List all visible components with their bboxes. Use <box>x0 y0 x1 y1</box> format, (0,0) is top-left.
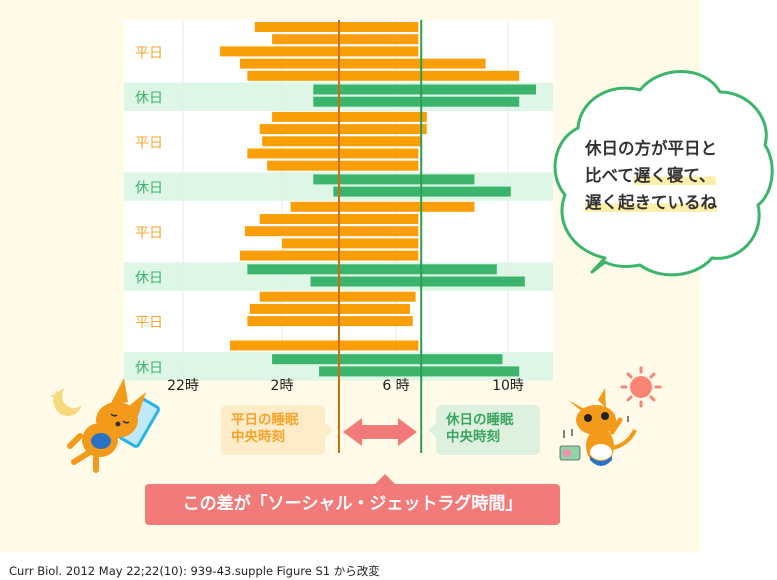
weekend-row-label: 休日 <box>135 91 163 107</box>
weekday-sleep-bar <box>290 201 475 212</box>
weekday-row-label: 平日 <box>135 46 163 62</box>
weekend-median-label-line1: 休日の睡眠 <box>446 412 514 428</box>
weekend-row-label: 休日 <box>135 271 163 287</box>
weekday-sleep-bar <box>244 226 419 237</box>
weekday-median-label-line2: 中央時刻 <box>231 429 285 445</box>
weekday-sleep-bar <box>220 46 419 57</box>
x-tick-label: 22時 <box>167 378 199 394</box>
weekday-sleep-bar <box>272 111 427 122</box>
weekend-sleep-bar <box>247 264 497 275</box>
bubble-line-2a: 比べて <box>585 166 634 185</box>
bubble-line-2: 比べて遅く寝て、 <box>585 162 765 189</box>
weekday-row-label: 平日 <box>135 315 163 331</box>
weekday-sleep-bar <box>249 303 410 314</box>
weekday-median-label-line1: 平日の睡眠 <box>231 412 299 428</box>
bubble-line-3: 遅く起きているね <box>585 189 765 216</box>
bubble-line-2b: 遅く寝て、 <box>633 166 716 185</box>
weekday-row-label: 平日 <box>135 135 163 151</box>
x-tick-label: 10時 <box>492 378 524 394</box>
social-jetlag-banner: この差が「ソーシャル・ジェットラグ時間」 <box>145 474 560 525</box>
weekday-sleep-bar <box>259 124 427 135</box>
kangaroo-radio-icon <box>559 388 637 466</box>
weekday-sleep-bar <box>247 316 413 327</box>
weekday-sleep-bar <box>254 22 419 32</box>
weekday-sleep-bar <box>259 291 416 302</box>
weekend-sleep-bar <box>313 96 520 107</box>
weekend-row-label: 休日 <box>135 181 163 197</box>
weekend-sleep-bar <box>319 366 520 377</box>
speech-bubble-text: 休日の方が平日と 比べて遅く寝て、 遅く起きているね <box>585 135 765 216</box>
weekend-row-label: 休日 <box>135 360 163 376</box>
weekday-sleep-bar <box>267 160 419 171</box>
weekend-sleep-bar <box>310 276 525 287</box>
weekday-row-label: 平日 <box>135 225 163 241</box>
weekday-sleep-bar <box>230 340 419 351</box>
weekend-median-label: 休日の睡眠 中央時刻 <box>428 405 540 455</box>
weekday-sleep-bar <box>282 238 419 249</box>
bubble-line-3-text: 遅く起きているね <box>585 193 717 212</box>
weekend-sleep-bar <box>313 174 475 185</box>
double-arrow-icon <box>343 418 417 446</box>
x-tick-label: 2時 <box>271 378 294 394</box>
weekend-sleep-bar <box>313 84 536 95</box>
weekday-sleep-bar <box>239 250 419 261</box>
citation: Curr Biol. 2012 May 22;22(10): 939-43.su… <box>9 564 380 578</box>
weekday-sleep-bar <box>239 58 486 69</box>
weekend-sleep-bar <box>272 354 503 365</box>
sleeping-kangaroo-icon <box>67 378 160 473</box>
weekday-sleep-bar <box>272 34 419 45</box>
moon-icon <box>50 384 86 416</box>
bubble-line-1: 休日の方が平日と <box>585 139 717 158</box>
weekday-median-label: 平日の睡眠 中央時刻 <box>221 405 333 455</box>
weekday-sleep-bar <box>247 70 520 81</box>
sun-icon <box>620 366 662 408</box>
weekend-median-label-line2: 中央時刻 <box>446 429 500 445</box>
weekday-sleep-bar <box>262 136 422 147</box>
x-tick-label: 6 時 <box>382 378 409 394</box>
weekday-sleep-bar <box>247 148 419 159</box>
